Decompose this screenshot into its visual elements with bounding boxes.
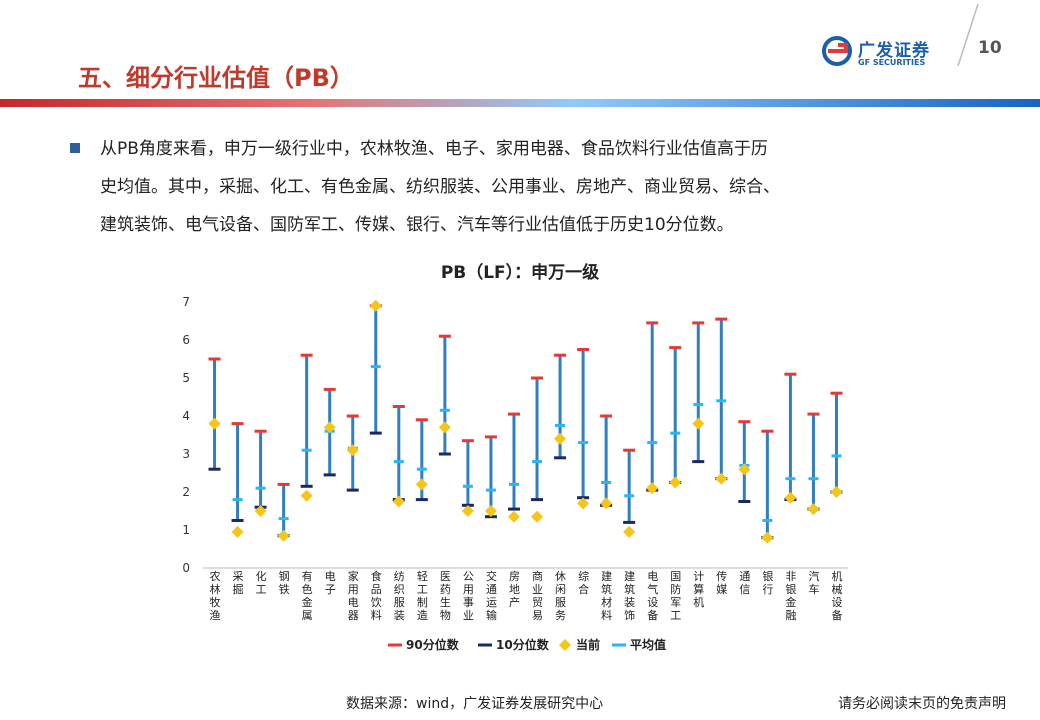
current-marker	[784, 491, 797, 504]
x-tick-label: 机械设备	[831, 569, 842, 622]
current-marker	[346, 444, 359, 457]
y-tick-label: 1	[182, 523, 190, 537]
gf-logo-icon	[822, 36, 852, 66]
gf-logo: 广发证券 GF SECURITIES	[822, 36, 942, 70]
page-number: 10	[978, 38, 1002, 58]
legend-label: 平均值	[630, 637, 666, 652]
header-gradient-bar	[0, 99, 1040, 107]
logo-cn-text: 广发证券	[858, 41, 930, 61]
current-marker	[300, 489, 313, 502]
x-tick-label: 通信	[739, 570, 750, 596]
current-marker	[507, 510, 520, 523]
x-tick-label: 休闲服务	[555, 570, 566, 622]
current-marker	[623, 525, 636, 538]
current-marker	[761, 531, 774, 544]
current-marker	[415, 478, 428, 491]
current-marker	[392, 495, 405, 508]
y-tick-label: 7	[182, 295, 190, 309]
x-tick-label: 建筑装饰	[624, 569, 635, 622]
current-marker	[600, 497, 613, 510]
summary-text: 从PB角度来看，申万一级行业中，农林牧渔、电子、家用电器、食品饮料行业估值高于历…	[70, 130, 970, 244]
x-tick-label: 有色金属	[302, 569, 313, 622]
x-tick-label: 银行	[762, 569, 773, 596]
current-marker	[369, 299, 382, 312]
summary-line-2: 史均值。其中，采掘、化工、有色金属、纺织服装、公用事业、房地产、商业贸易、综合、	[100, 177, 780, 197]
y-tick-label: 2	[182, 485, 190, 499]
x-tick-label: 传媒	[716, 570, 727, 596]
bullet-square-icon	[70, 143, 80, 153]
footer-disclaimer: 请务必阅读末页的免责声明	[838, 696, 1006, 712]
header-slash-decoration	[957, 3, 979, 67]
current-marker	[738, 463, 751, 476]
x-tick-label: 电子	[325, 570, 336, 596]
x-tick-label: 家用电器	[348, 569, 359, 622]
x-tick-label: 采掘	[233, 570, 244, 596]
chart-title: PB（LF）：申万一级	[440, 263, 600, 283]
current-marker	[323, 421, 336, 434]
current-marker	[715, 472, 728, 485]
x-tick-label: 国防军工	[670, 570, 681, 622]
x-tick-label: 房地产	[509, 570, 520, 609]
x-tick-label: 电气设备	[647, 570, 658, 622]
page-title: 五、细分行业估值（PB）	[78, 64, 354, 92]
x-tick-label: 商业贸易	[532, 569, 543, 622]
x-tick-label: 农林牧渔	[210, 569, 221, 622]
current-marker	[461, 505, 474, 517]
x-tick-label: 综合	[578, 569, 589, 596]
x-tick-label: 非银金融	[785, 570, 796, 622]
x-tick-label: 化工	[256, 569, 267, 596]
x-tick-label: 食品饮料	[371, 569, 382, 622]
x-tick-label: 医药生物	[440, 570, 451, 622]
legend-current-icon	[559, 639, 571, 651]
y-tick-label: 0	[182, 561, 190, 575]
current-marker	[231, 525, 244, 538]
current-marker	[277, 529, 290, 542]
y-tick-label: 4	[182, 409, 190, 423]
legend-label: 10分位数	[496, 637, 550, 652]
legend-label: 90分位数	[406, 637, 460, 652]
current-marker	[692, 417, 705, 430]
current-marker	[577, 497, 590, 510]
y-tick-label: 5	[182, 371, 190, 385]
current-marker	[208, 417, 221, 430]
footer-source: 数据来源：wind，广发证券发展研究中心	[346, 696, 604, 712]
legend-label: 当前	[576, 637, 600, 652]
current-marker	[669, 476, 682, 489]
current-marker	[531, 510, 544, 523]
y-tick-label: 3	[182, 447, 190, 461]
current-marker	[554, 432, 567, 445]
x-tick-label: 建筑材料	[601, 569, 612, 622]
current-marker	[438, 421, 451, 434]
current-marker	[254, 505, 267, 517]
x-tick-label: 汽车	[808, 569, 819, 596]
current-marker	[484, 505, 497, 517]
current-marker	[646, 482, 659, 495]
x-tick-label: 钢铁	[279, 570, 290, 596]
x-tick-label: 纺织服装	[394, 569, 405, 622]
x-tick-label: 公用事业	[463, 570, 474, 622]
current-marker	[830, 486, 843, 498]
current-marker	[807, 503, 820, 516]
x-tick-label: 交通运输	[486, 569, 497, 622]
x-tick-label: 计算机	[693, 570, 704, 609]
logo-en-text: GF SECURITIES	[858, 58, 926, 67]
summary-line-3: 建筑装饰、电气设备、国防军工、传媒、银行、汽车等行业估值低于历史10分位数。	[100, 215, 734, 235]
summary-line-1: 从PB角度来看，申万一级行业中，农林牧渔、电子、家用电器、食品饮料行业估值高于历	[100, 139, 768, 159]
x-tick-label: 轻工制造	[417, 569, 428, 622]
y-tick-label: 6	[182, 333, 190, 347]
